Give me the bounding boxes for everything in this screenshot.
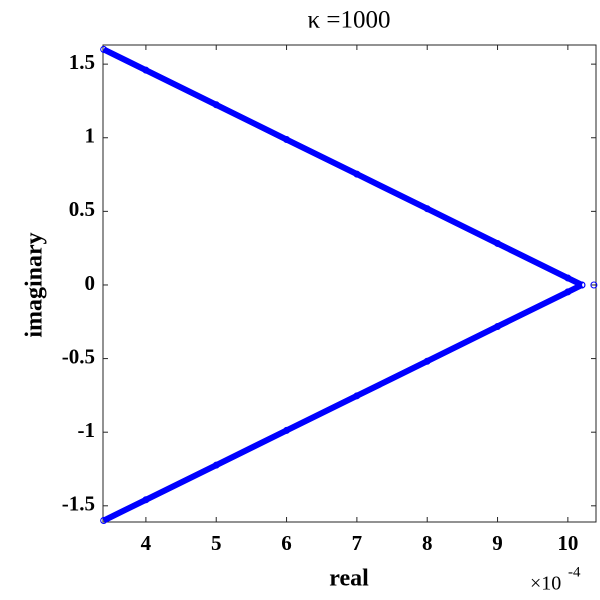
plot-area bbox=[102, 44, 597, 523]
marker bbox=[283, 136, 291, 144]
x-tick-label: 10 bbox=[557, 531, 578, 555]
chart-title: κ =1000 bbox=[308, 7, 391, 34]
y-tick-label: 1.5 bbox=[69, 50, 95, 74]
x-tick-label: 6 bbox=[281, 531, 292, 555]
marker bbox=[494, 239, 502, 247]
x-tick-label: 5 bbox=[211, 531, 222, 555]
marker bbox=[353, 392, 361, 400]
y-tick-label: 1 bbox=[85, 124, 96, 148]
y-tick-label: -1 bbox=[78, 418, 96, 442]
x-tick-label: 7 bbox=[352, 531, 363, 555]
y-tick-label: -0.5 bbox=[62, 344, 95, 368]
marker bbox=[353, 170, 361, 178]
x-tick-label: 8 bbox=[422, 531, 433, 555]
y-axis-label: imaginary bbox=[22, 232, 48, 337]
marker bbox=[590, 281, 598, 289]
series-line bbox=[102, 46, 584, 524]
x-exponent-base: ×10 bbox=[530, 573, 561, 595]
marker bbox=[423, 205, 431, 213]
marker bbox=[142, 66, 150, 74]
marker bbox=[212, 461, 220, 469]
marker bbox=[423, 357, 431, 365]
y-tick-label: 0.5 bbox=[69, 197, 95, 221]
x-exponent: -4 bbox=[568, 564, 581, 580]
y-tick-label: -1.5 bbox=[62, 492, 95, 516]
marker bbox=[142, 496, 150, 504]
marker bbox=[578, 281, 586, 289]
marker bbox=[494, 322, 502, 330]
marker bbox=[100, 517, 108, 525]
y-tick-label: 0 bbox=[85, 271, 96, 295]
marker bbox=[212, 101, 220, 109]
marker bbox=[564, 288, 572, 296]
x-axis-label: real bbox=[329, 566, 369, 592]
x-tick-label: 9 bbox=[492, 531, 503, 555]
marker bbox=[283, 426, 291, 434]
marker bbox=[564, 274, 572, 282]
marker bbox=[100, 45, 108, 53]
x-tick-label: 4 bbox=[141, 531, 152, 555]
